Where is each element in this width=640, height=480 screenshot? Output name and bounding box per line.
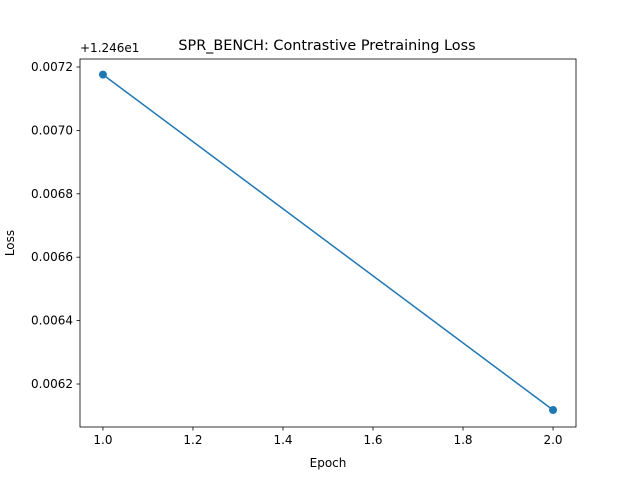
y-tick-label: 0.0068	[31, 187, 73, 201]
point	[98, 70, 107, 79]
x-tick-label: 1.6	[363, 433, 382, 447]
y-offset-label: +1.246e1	[80, 41, 139, 55]
plot-frame	[79, 58, 577, 428]
y-axis-label: Loss	[3, 230, 17, 256]
x-tick-label: 1.4	[273, 433, 292, 447]
line	[102, 73, 554, 411]
y-tick-label: 0.0066	[31, 250, 73, 264]
y-tick-label: 0.0062	[31, 377, 73, 391]
y-tick-label: 0.0070	[31, 123, 73, 137]
x-tick-label: 1.2	[183, 433, 202, 447]
y-tick-label: 0.0072	[31, 60, 73, 74]
x-tick-label: 1.0	[93, 433, 112, 447]
x-axis-label: Epoch	[310, 456, 347, 470]
x-tick-label: 2.0	[543, 433, 562, 447]
point	[549, 406, 558, 415]
y-tick-label: 0.0064	[31, 314, 73, 328]
chart-title: SPR_BENCH: Contrastive Pretraining Loss	[178, 38, 475, 54]
x-tick-label: 1.8	[453, 433, 472, 447]
